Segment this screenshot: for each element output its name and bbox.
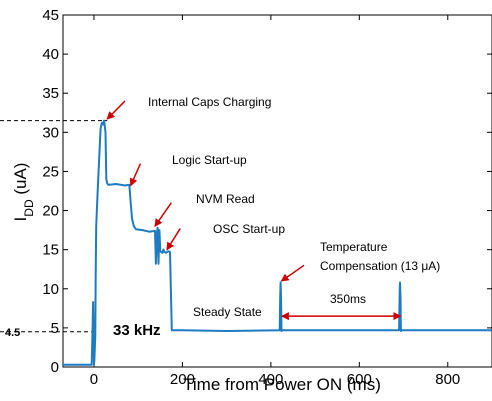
y-tick-label: 45 (42, 7, 59, 24)
annotation-internal-caps-charging: Internal Caps Charging (148, 95, 271, 109)
y-axis-title-subscript: DD (22, 199, 36, 217)
y-tick-label: 20 (42, 203, 59, 220)
annotation-nvm-read: NVM Read (196, 192, 255, 206)
reference-lines (0, 120, 108, 333)
y-axis-title: IDD (uA) (11, 163, 36, 222)
arrow-nvm-read (154, 202, 172, 228)
y-tick-label: 30 (42, 124, 59, 141)
arrow-internal-caps-charging (106, 100, 126, 120)
x-tick-label: 400 (258, 371, 283, 388)
y-tick-label: 10 (42, 281, 59, 298)
annotation-arrows (106, 100, 402, 321)
x-tick-label: 600 (347, 371, 372, 388)
y-tick-label: 35 (42, 85, 59, 102)
x-axis-title: Time from Power ON (ms) (183, 375, 381, 394)
annotation-350ms-interval: 350ms (330, 292, 366, 306)
annotation-steady-state: Steady State (193, 305, 262, 319)
annotation-temperature-compensation: Compensation (13 μA) (320, 259, 440, 273)
reference-value-4-5: 4.5 (5, 327, 20, 339)
arrow-logic-start-up (129, 163, 142, 187)
x-tick-label: 0 (90, 371, 98, 388)
y-tick-label: 5 (51, 320, 59, 337)
x-tick-label: 800 (435, 371, 460, 388)
y-tick-label: 0 (51, 359, 59, 376)
annotation-logic-start-up: Logic Start-up (172, 153, 247, 167)
annotation-33-khz: 33 kHz (113, 322, 161, 339)
y-tick-label: 15 (42, 242, 59, 259)
y-axis-ticks: 0 5 10 15 20 25 30 35 40 45 (42, 7, 492, 376)
arrow-temperature-compensation (280, 264, 305, 282)
current-trace-line (63, 119, 492, 366)
annotation-osc-start-up: OSC Start-up (213, 222, 285, 236)
y-tick-label: 25 (42, 163, 59, 180)
annotation-temperature: Temperature (320, 240, 388, 254)
y-axis-title-unit: (uA) (11, 163, 30, 200)
x-tick-label: 200 (170, 371, 195, 388)
y-tick-label: 40 (42, 46, 59, 63)
x-axis-ticks: 0 200 400 600 800 (90, 15, 460, 388)
plot-frame (62, 14, 492, 368)
arrow-osc-start-up (166, 228, 181, 251)
y-axis-title-main: I (11, 217, 30, 222)
